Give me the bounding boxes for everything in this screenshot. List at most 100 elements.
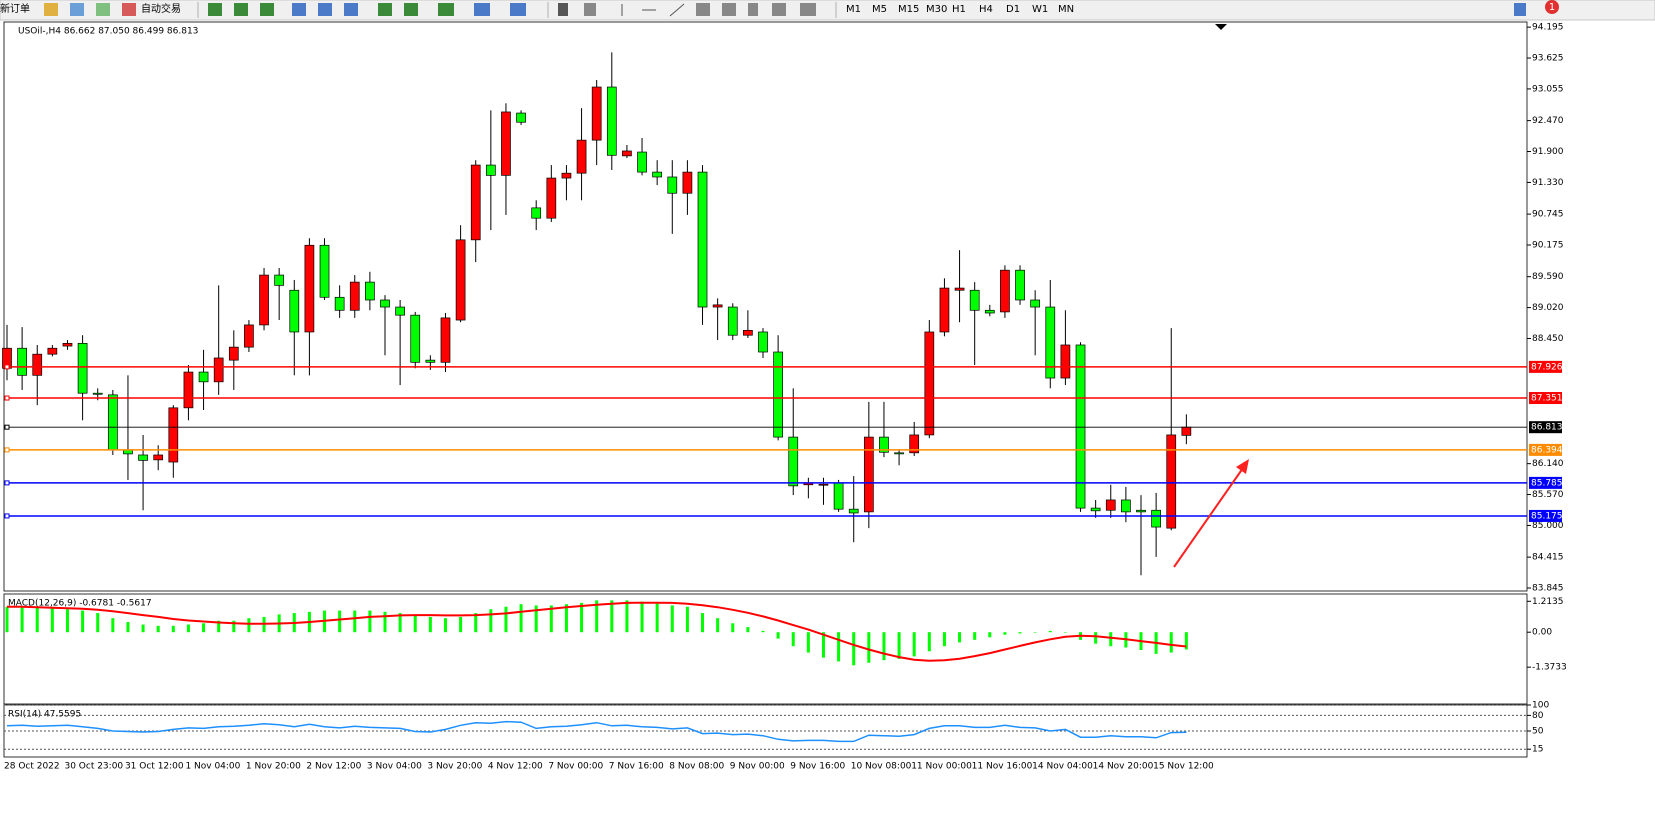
- candle-body: [652, 171, 663, 178]
- timeframe-button[interactable]: M5: [872, 4, 887, 15]
- macd-bar: [353, 610, 357, 633]
- timeframe-button[interactable]: M1: [846, 4, 861, 15]
- y-tick-label: 86.140: [1532, 459, 1564, 469]
- timeframe-button[interactable]: M30: [926, 4, 947, 15]
- icon[interactable]: [474, 3, 490, 16]
- macd-bar: [1184, 632, 1188, 650]
- icon[interactable]: [44, 3, 58, 16]
- macd-bar: [35, 608, 39, 633]
- signal-line: [7, 601, 1187, 662]
- icon[interactable]: [438, 3, 454, 16]
- x-tick-label: 2 Nov 12:00: [306, 762, 361, 772]
- macd-bar: [368, 610, 372, 633]
- y-tick-label: 90.175: [1532, 240, 1564, 250]
- icon[interactable]: [260, 3, 274, 16]
- icon[interactable]: [748, 3, 758, 16]
- timeframe-button[interactable]: MN: [1058, 4, 1074, 15]
- macd-bar: [232, 620, 236, 633]
- macd-bar: [534, 605, 538, 633]
- icon[interactable]: [510, 3, 526, 16]
- x-tick-label: 7 Nov 16:00: [609, 762, 664, 772]
- macd-bar: [65, 609, 69, 633]
- macd-bar: [171, 625, 175, 633]
- y-tick-label: 89.590: [1532, 272, 1564, 282]
- timeframe-button[interactable]: H1: [952, 4, 966, 15]
- icon[interactable]: [772, 3, 786, 16]
- y-tick-label: 89.020: [1532, 303, 1564, 313]
- candle-body: [153, 454, 164, 461]
- y-tick-label: 0.00: [1532, 628, 1552, 638]
- timeframe-button[interactable]: D1: [1006, 4, 1020, 15]
- candle-body: [1060, 344, 1071, 379]
- candle-body: [455, 239, 466, 321]
- icon[interactable]: [558, 3, 568, 16]
- candle-body: [123, 449, 133, 455]
- icon[interactable]: [292, 3, 306, 16]
- candle-body: [546, 177, 557, 219]
- timeframe-button[interactable]: M15: [898, 4, 919, 15]
- auto-trade-button[interactable]: 自动交易: [141, 2, 181, 15]
- icon[interactable]: [696, 3, 710, 16]
- candle-body: [198, 371, 209, 383]
- icon[interactable]: [404, 3, 418, 16]
- icon[interactable]: [208, 3, 222, 16]
- macd-bar: [670, 605, 674, 633]
- icon[interactable]: [234, 3, 248, 16]
- rsi-line: [6, 720, 1187, 743]
- macd-bar: [549, 605, 553, 633]
- candle-body: [909, 434, 920, 454]
- icon[interactable]: [70, 3, 84, 16]
- timeframe-button[interactable]: W1: [1032, 4, 1048, 15]
- candle-body: [969, 289, 980, 311]
- y-tick-label: 93.055: [1532, 84, 1564, 94]
- x-tick-label: 1 Nov 20:00: [246, 762, 301, 772]
- x-tick-label: 31 Oct 12:00: [125, 762, 184, 772]
- icon[interactable]: [318, 3, 332, 16]
- candle-body: [334, 296, 345, 311]
- auto-trade-icon[interactable]: [122, 3, 136, 16]
- icon[interactable]: [669, 3, 685, 17]
- icon[interactable]: [722, 3, 736, 16]
- icon[interactable]: [378, 3, 392, 16]
- macd-bar: [821, 632, 825, 658]
- y-tick-label: 100: [1532, 701, 1549, 711]
- candle-body: [47, 347, 58, 355]
- timeframe-button[interactable]: H4: [979, 4, 993, 15]
- candle-body: [62, 342, 73, 347]
- y-tick-label: 1.2135: [1532, 597, 1564, 607]
- icon[interactable]: [96, 3, 110, 16]
- macd-bar: [20, 606, 24, 633]
- macd-bar: [610, 600, 614, 633]
- macd-bar: [973, 632, 977, 640]
- candle-body: [939, 287, 950, 333]
- x-tick-label: 11 Nov 16:00: [972, 762, 1033, 772]
- macd-bar: [685, 606, 689, 633]
- candle-body: [894, 452, 904, 455]
- macd-bar: [640, 601, 644, 633]
- candle-body: [743, 329, 753, 336]
- candle-body: [1136, 509, 1146, 513]
- new-order-button[interactable]: 新订单: [0, 2, 30, 15]
- candle-body: [1015, 269, 1025, 301]
- macd-bar: [1003, 632, 1007, 635]
- icon[interactable]: [800, 3, 816, 16]
- search-icon[interactable]: [1514, 3, 1526, 16]
- notification-badge[interactable]: [1545, 0, 1559, 14]
- level-label: 87.351: [1531, 394, 1563, 404]
- chart: USOil-,H4 86.662 87.050 86.499 86.813 94.…: [2, 21, 1567, 772]
- timeframes: M1 M5 M15 M30 H1 H4 D1 W1 MN: [846, 4, 1074, 15]
- panel-title: USOil-,H4 86.662 87.050 86.499 86.813: [18, 27, 198, 37]
- macd-bar: [186, 624, 190, 633]
- macd-bar: [111, 618, 115, 633]
- icon[interactable]: [584, 3, 596, 16]
- icon[interactable]: [344, 3, 358, 16]
- level-label-box: [1529, 443, 1562, 456]
- macd-bar: [247, 618, 251, 633]
- panel-frame: [3, 21, 1528, 592]
- x-tick-label: 4 Nov 12:00: [488, 762, 543, 772]
- y-tick-label: 90.745: [1532, 210, 1564, 220]
- level-label-box: [1529, 392, 1562, 405]
- macd-bar: [625, 600, 629, 633]
- candle-body: [77, 342, 88, 394]
